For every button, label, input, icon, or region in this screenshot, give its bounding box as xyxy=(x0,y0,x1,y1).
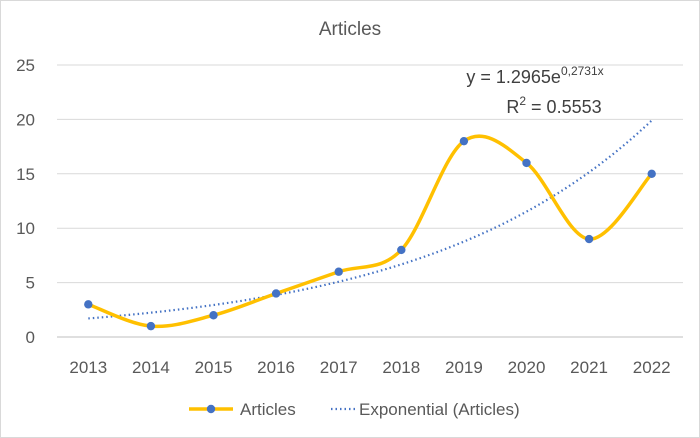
trendline-equation: y = 1.2965e0,2731x xyxy=(466,64,603,87)
x-tick-label: 2015 xyxy=(195,358,233,377)
data-point[interactable] xyxy=(584,234,594,244)
series-line-articles xyxy=(86,134,654,329)
gridlines xyxy=(57,64,683,338)
data-point[interactable] xyxy=(522,158,531,168)
legend: Articles Exponential (Articles) xyxy=(189,400,520,419)
r2-suffix: = 0.5553 xyxy=(526,97,602,117)
y-tick-label: 15 xyxy=(16,165,35,184)
x-tick-label: 2020 xyxy=(508,358,546,377)
equation-exponent: 0,2731x xyxy=(561,64,604,78)
y-tick-label: 25 xyxy=(16,56,35,75)
x-tick-label: 2014 xyxy=(132,358,170,377)
r2-prefix: R xyxy=(506,97,519,117)
x-tick-label: 2022 xyxy=(633,358,671,377)
x-tick-label: 2019 xyxy=(445,358,483,377)
data-point[interactable] xyxy=(397,245,406,255)
legend-item-articles[interactable]: Articles xyxy=(189,400,296,419)
x-tick-label: 2018 xyxy=(382,358,420,377)
y-tick-label: 0 xyxy=(26,328,35,347)
y-tick-label: 20 xyxy=(16,110,35,129)
x-axis-ticks: 2013 2014 2015 2016 2017 2018 2019 2020 2021 2022 xyxy=(69,358,670,377)
legend-label-articles: Articles xyxy=(240,400,296,419)
equation-base: y = 1.2965e xyxy=(466,67,561,87)
legend-swatch-articles-marker xyxy=(206,404,216,414)
plot-area xyxy=(84,119,656,331)
data-point[interactable] xyxy=(334,267,343,276)
data-point[interactable] xyxy=(84,300,93,309)
data-point[interactable] xyxy=(459,136,469,146)
x-tick-label: 2013 xyxy=(69,358,107,377)
data-point[interactable] xyxy=(146,321,156,331)
legend-label-exponential: Exponential (Articles) xyxy=(359,400,520,419)
y-tick-label: 10 xyxy=(16,219,35,238)
data-point[interactable] xyxy=(647,169,656,178)
data-point[interactable] xyxy=(271,289,281,298)
chart-title: Articles xyxy=(319,19,381,40)
x-tick-label: 2016 xyxy=(257,358,295,377)
trendline-exponential xyxy=(88,119,653,320)
data-point[interactable] xyxy=(209,311,218,320)
x-tick-label: 2017 xyxy=(320,358,358,377)
y-tick-label: 5 xyxy=(26,274,35,293)
y-axis-ticks: 0 5 10 15 20 25 xyxy=(16,56,35,347)
r-squared: R2 = 0.5553 xyxy=(506,94,601,117)
legend-item-exponential[interactable]: Exponential (Articles) xyxy=(331,400,520,419)
x-tick-label: 2021 xyxy=(570,358,608,377)
r2-sup: 2 xyxy=(519,94,526,108)
